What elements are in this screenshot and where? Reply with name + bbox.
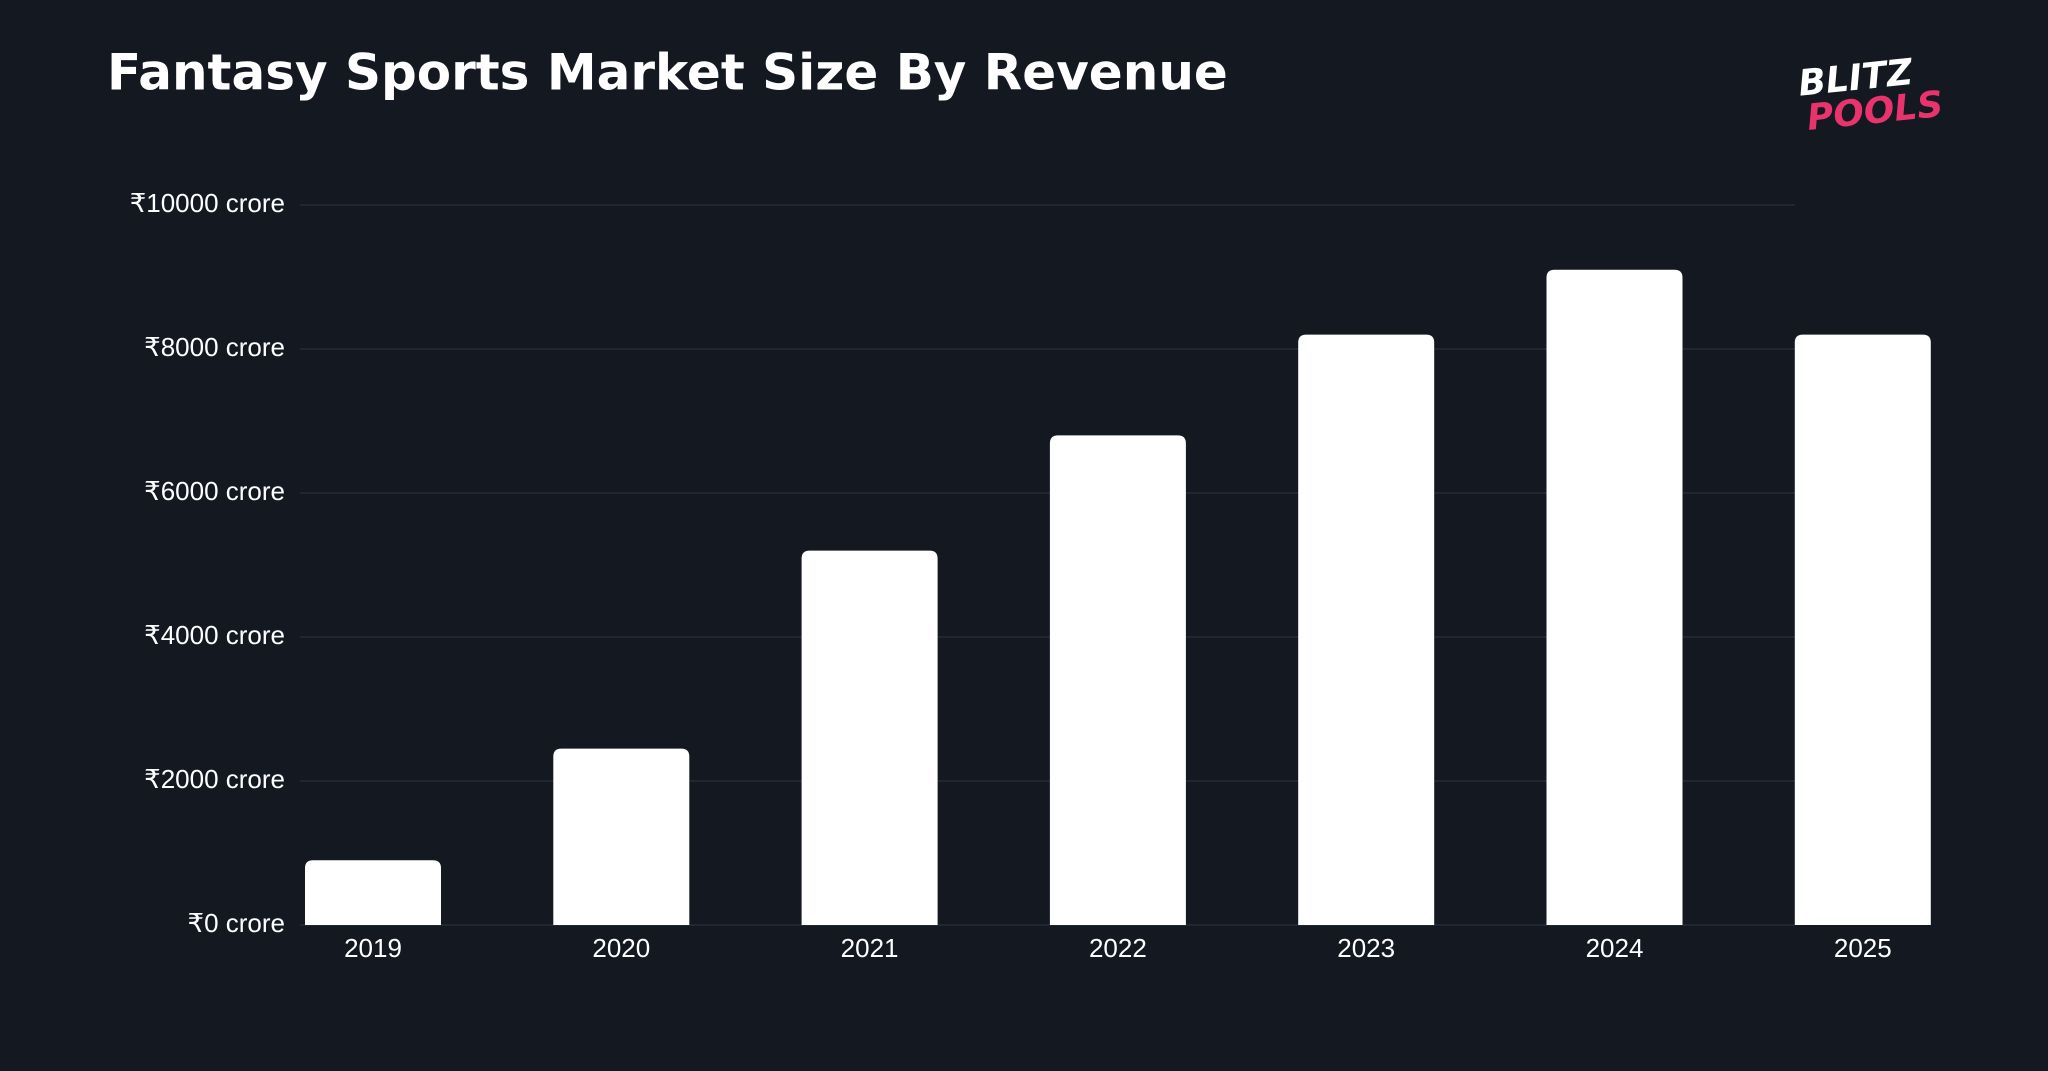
x-tick-label: 2024 [1586,933,1644,963]
y-tick-label: ₹6000 crore [144,476,285,506]
x-tick-label: 2021 [841,933,899,963]
bar [801,550,938,925]
y-tick-label: ₹8000 crore [144,332,285,362]
y-tick-label: ₹0 crore [188,908,285,938]
x-tick-label: 2022 [1089,933,1147,963]
bar [1298,334,1435,926]
chart-title: Fantasy Sports Market Size By Revenue [107,44,1228,102]
bar [1546,269,1683,925]
bar [305,860,441,925]
y-tick-label: ₹10000 crore [130,188,285,218]
bar [553,748,690,925]
x-tick-label: 2023 [1337,933,1395,963]
bar [1794,334,1931,926]
y-tick-label: ₹2000 crore [144,764,285,794]
y-tick-label: ₹4000 crore [144,620,285,650]
x-tick-label: 2025 [1834,933,1892,963]
x-tick-label: 2020 [592,933,650,963]
bar [1049,435,1186,925]
logo: BLITZ POOLS [1796,52,1945,139]
x-tick-label: 2019 [344,933,402,963]
